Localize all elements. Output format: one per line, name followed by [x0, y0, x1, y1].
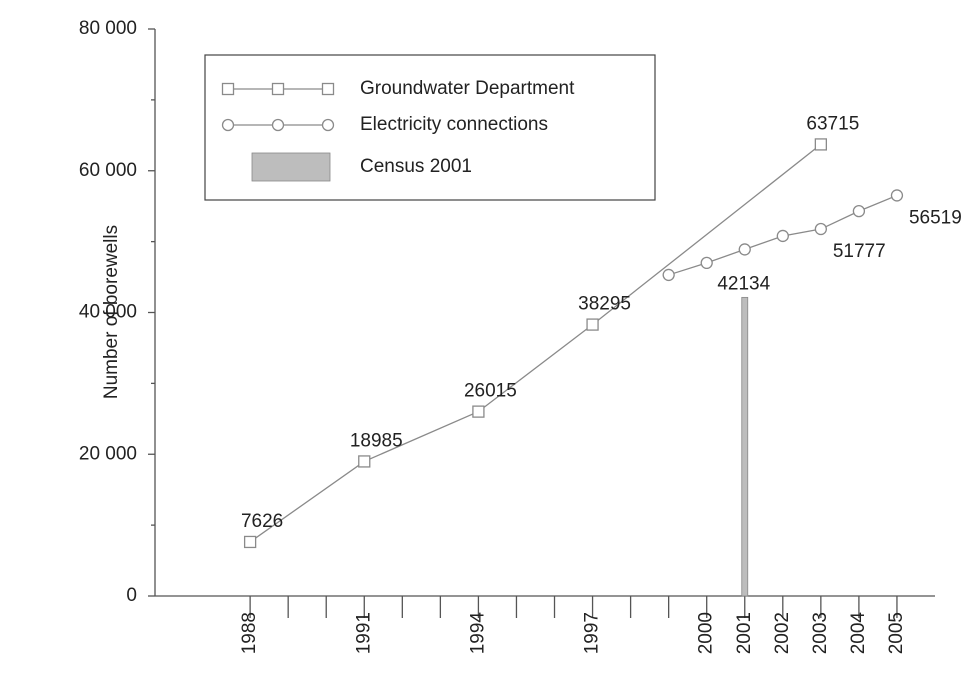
x-tick-label: 2001: [734, 612, 755, 654]
point: [852, 204, 866, 218]
point: [662, 268, 675, 282]
value-label: 7626: [241, 511, 283, 532]
value-label: 26015: [464, 381, 517, 402]
value-label: 63715: [806, 113, 859, 134]
point: [814, 138, 828, 151]
legend-marker: [271, 118, 285, 132]
value-label: 51777: [833, 241, 886, 262]
point: [814, 222, 828, 236]
x-tick-label: 2004: [848, 612, 869, 655]
x-tick-label: 2003: [810, 612, 831, 654]
x-tick-label: 2005: [886, 612, 907, 654]
legend-swatch: [251, 152, 331, 182]
point: [243, 535, 257, 549]
bar-value-label: 42134: [717, 273, 770, 294]
value-label: 18985: [350, 430, 403, 451]
value-label: 38295: [578, 294, 631, 315]
series-line: [249, 143, 822, 543]
legend-marker: [271, 82, 285, 96]
point: [776, 229, 789, 243]
x-tick-label: 1994: [467, 612, 488, 655]
point: [700, 256, 713, 270]
y-tick-label: 80 000: [79, 18, 137, 39]
y-tick-label: 60 000: [79, 160, 137, 181]
value-label: 56519: [909, 207, 962, 228]
x-tick-label: 2000: [696, 612, 717, 654]
point: [586, 318, 599, 331]
legend-marker: [221, 118, 235, 132]
point: [358, 455, 371, 468]
x-tick-label: 1988: [239, 612, 260, 654]
x-tick-label: 1991: [353, 612, 374, 654]
y-tick-label: 20 000: [79, 443, 137, 464]
y-axis-label: Number of borewells: [101, 225, 122, 399]
y-tick-label: 0: [126, 585, 137, 606]
point: [738, 243, 751, 256]
x-tick-label: 1997: [582, 612, 603, 654]
legend-marker: [221, 82, 235, 96]
bar: [741, 296, 749, 597]
legend-label: Electricity connections: [360, 114, 548, 135]
x-tick-label: 2002: [772, 612, 793, 654]
y-tick-label: 40 000: [79, 302, 137, 323]
legend-label: Census 2001: [360, 156, 472, 177]
legend-marker: [321, 118, 335, 132]
point: [890, 189, 904, 202]
point: [472, 405, 485, 418]
legend-marker: [321, 82, 335, 96]
legend-label: Groundwater Department: [360, 78, 575, 99]
